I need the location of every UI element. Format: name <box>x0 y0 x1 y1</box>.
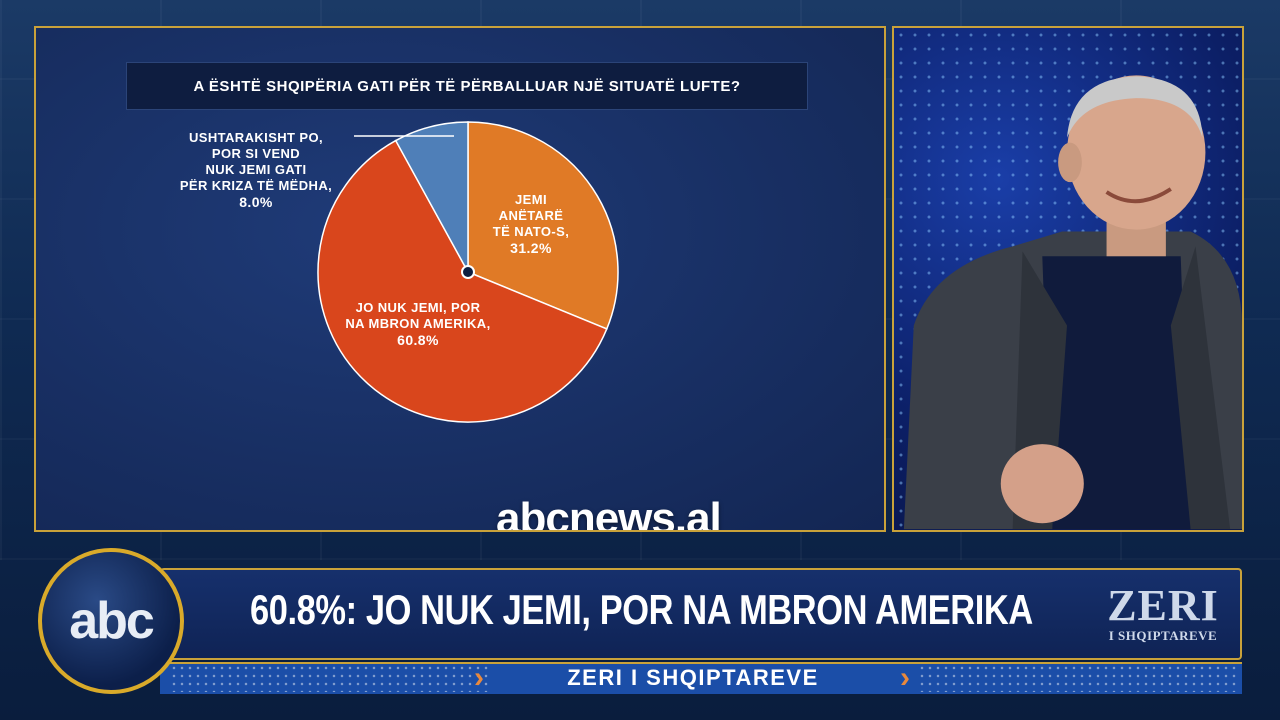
show-logo-subtitle: I SHQIPTAREVE <box>1108 628 1218 643</box>
slice-label-ushtarakisht: USHTARAKISHT PO, POR SI VEND NUK JEMI GA… <box>179 130 333 210</box>
headline-bar <box>160 568 1242 660</box>
show-logo: ZERI I SHQIPTAREVE <box>1098 584 1228 644</box>
ticker-pattern-left <box>170 664 490 692</box>
poll-question: A ËSHTË SHQIPËRIA GATI PËR TË PËRBALLUAR… <box>126 62 808 110</box>
abcnews-watermark: abcnews.al <box>496 494 722 532</box>
ticker-text: ZERI I SHQIPTAREVE <box>567 665 819 690</box>
abc-channel-logo: abc <box>38 548 184 694</box>
slice-label-nato: JEMI ANËTARË TË NATO-S, 31.2% <box>492 192 570 256</box>
abc-logo-text: abc <box>69 592 155 650</box>
show-logo-title: ZERI <box>1107 581 1219 630</box>
chart-panel: A ËSHTË SHQIPËRIA GATI PËR TË PËRBALLUAR… <box>34 26 886 532</box>
headline-text: 60.8%: JO NUK JEMI, POR NA MBRON AMERIKA <box>250 586 1033 633</box>
ticker-chevron-left-icon: › <box>474 661 484 694</box>
ticker-chevron-right-icon: › <box>900 661 910 694</box>
pie-slice-ushtarakisht <box>394 121 469 273</box>
ticker-pattern-right <box>918 664 1238 692</box>
pie-slice-nato <box>467 121 619 330</box>
slice-label-amerika: JO NUK JEMI, POR NA MBRON AMERIKA, 60.8% <box>345 300 491 348</box>
pie-slice-amerika <box>317 139 608 423</box>
ticker-bar <box>160 662 1242 694</box>
guest-person-illustration <box>903 75 1242 530</box>
pie-center-dot <box>461 265 475 279</box>
pie-chart <box>317 121 619 423</box>
camera-feed-guest <box>892 26 1244 532</box>
